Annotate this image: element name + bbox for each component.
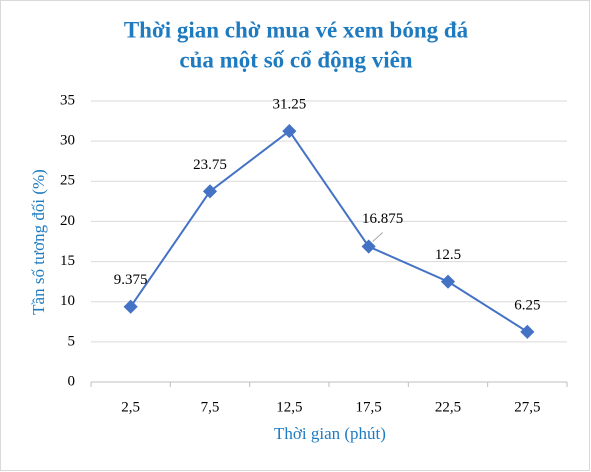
data-label: 23.75 — [193, 157, 227, 173]
x-tick-label: 12,5 — [276, 399, 302, 415]
data-label: 16.875 — [362, 211, 403, 227]
data-label: 6.25 — [514, 297, 540, 313]
y-tick-label: 35 — [60, 92, 75, 108]
y-tick-label: 30 — [60, 133, 75, 149]
y-tick-label: 5 — [68, 333, 76, 349]
marker — [440, 274, 456, 289]
x-tick-label: 2,5 — [121, 399, 140, 415]
x-tick-label: 7,5 — [201, 399, 220, 415]
data-label: 12.5 — [435, 247, 461, 263]
marker — [361, 239, 376, 254]
chart-title: của một số cổ động viên — [179, 47, 412, 72]
leader-line — [372, 232, 384, 242]
marker — [202, 184, 218, 199]
y-tick-label: 15 — [60, 253, 75, 269]
y-tick-label: 0 — [68, 373, 76, 389]
y-axis-title: Tần số tương đối (%) — [29, 169, 48, 315]
chart-title: Thời gian chờ mua vé xem bóng đá — [124, 17, 469, 42]
y-tick-label: 10 — [60, 293, 75, 309]
x-tick-label: 27,5 — [514, 399, 540, 415]
x-tick-label: 17,5 — [356, 399, 382, 415]
marker — [520, 324, 535, 339]
data-label: 31.25 — [272, 97, 306, 113]
x-axis-title: Thời gian (phút) — [274, 424, 386, 443]
data-label: 9.375 — [114, 272, 148, 288]
line — [129, 129, 528, 333]
y-tick-label: 25 — [60, 173, 75, 189]
x-tick-label: 22,5 — [435, 399, 461, 415]
y-tick-label: 20 — [60, 213, 75, 229]
